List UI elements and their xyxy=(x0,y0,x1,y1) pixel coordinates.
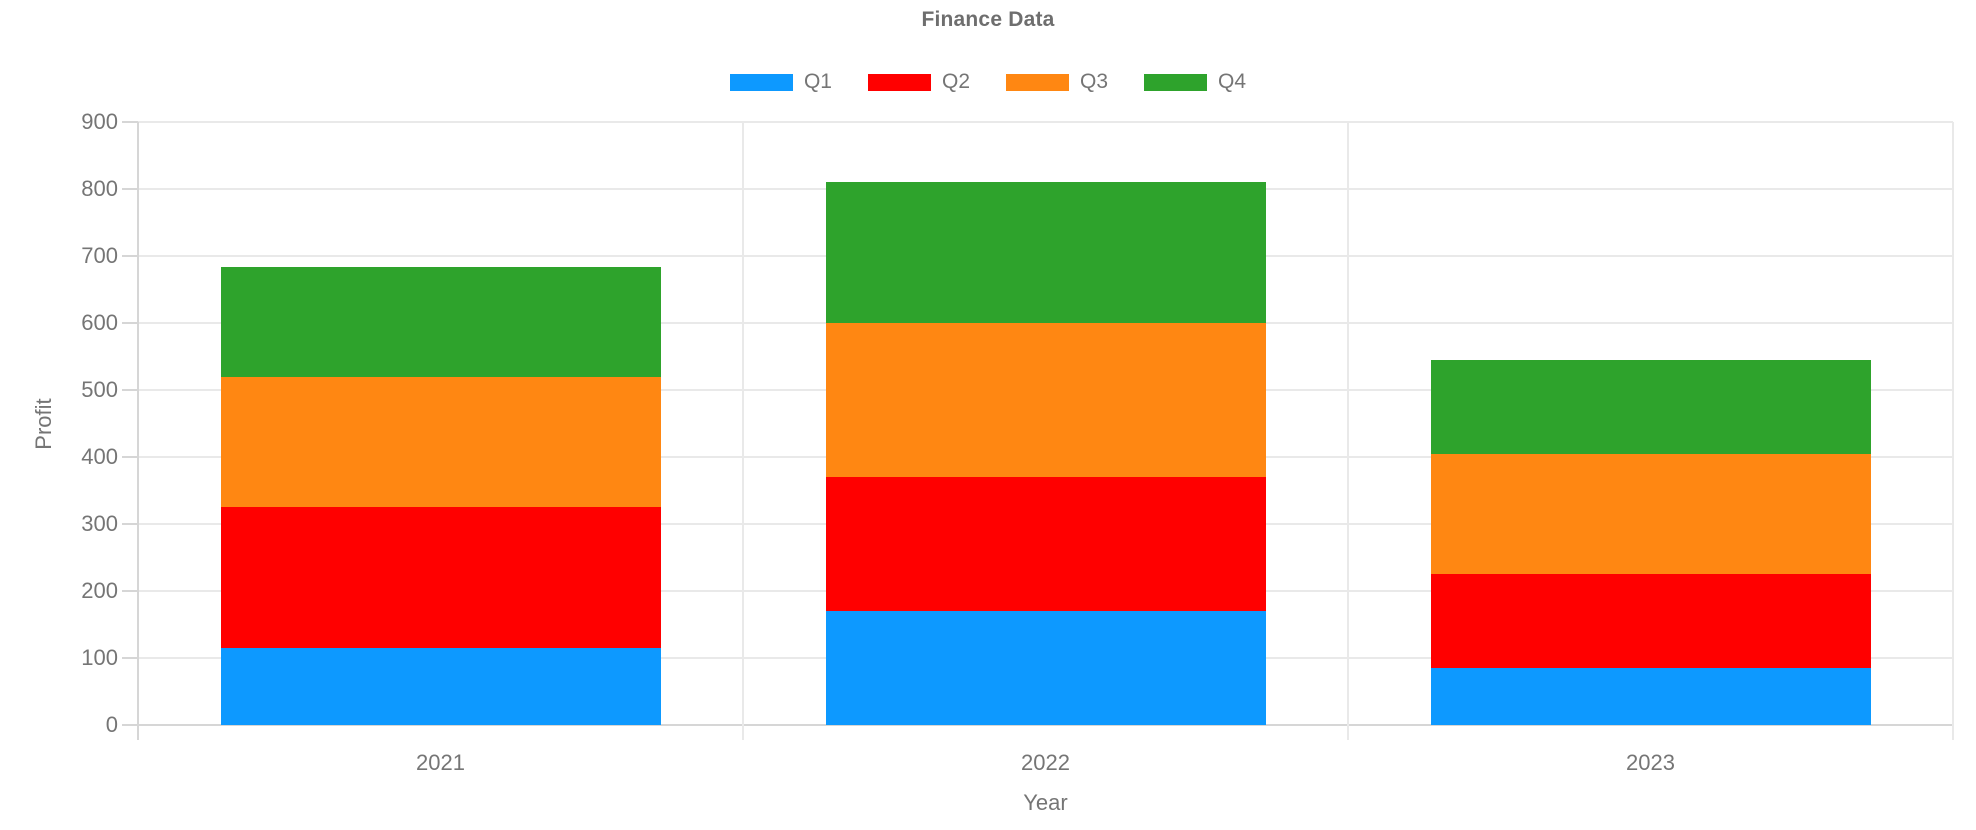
y-tick-label: 100 xyxy=(81,645,118,670)
legend-swatch-q3 xyxy=(1006,73,1069,91)
legend-item-q1[interactable]: Q1 xyxy=(729,70,832,94)
legend-swatch-q2 xyxy=(867,73,931,91)
legend-item-q4[interactable]: Q4 xyxy=(1144,70,1246,94)
legend-label: Q3 xyxy=(1080,70,1109,93)
bar-segment-2021-q4[interactable] xyxy=(220,267,661,377)
legend-item-q2[interactable]: Q2 xyxy=(867,70,970,94)
x-tick-label-2022: 2022 xyxy=(1021,750,1070,775)
y-gridline xyxy=(138,121,1953,123)
y-tick-mark xyxy=(122,389,138,391)
chart-title: Finance Data xyxy=(921,8,1055,31)
legend-label: Q4 xyxy=(1218,70,1247,93)
y-tick-mark xyxy=(122,523,138,525)
y-tick-label: 500 xyxy=(81,377,118,402)
y-tick-label: 800 xyxy=(81,176,118,201)
bar-segment-2022-q1[interactable] xyxy=(825,611,1266,725)
y-axis-line xyxy=(137,122,139,740)
y-tick-mark xyxy=(122,456,138,458)
category-separator-line xyxy=(1347,122,1349,740)
y-tick-label: 400 xyxy=(81,444,118,469)
bar-segment-2023-q4[interactable] xyxy=(1430,359,1871,454)
y-tick-mark xyxy=(122,322,138,324)
bar-segment-2022-q2[interactable] xyxy=(825,477,1266,612)
bar-segment-2021-q2[interactable] xyxy=(220,507,661,648)
y-tick-mark xyxy=(122,590,138,592)
bar-segment-2021-q3[interactable] xyxy=(220,376,661,508)
legend-item-q3[interactable]: Q3 xyxy=(1006,70,1108,94)
y-tick-mark xyxy=(122,121,138,123)
bar-segment-2023-q2[interactable] xyxy=(1430,574,1871,669)
legend-swatch-q1 xyxy=(729,73,793,91)
y-tick-mark xyxy=(122,657,138,659)
bar-segment-2023-q1[interactable] xyxy=(1430,668,1871,725)
y-tick-label: 300 xyxy=(81,511,118,536)
y-tick-label: 700 xyxy=(81,243,118,268)
y-tick-mark xyxy=(122,188,138,190)
x-tick-label-2023: 2023 xyxy=(1626,750,1675,775)
category-separator-line xyxy=(742,122,744,740)
category-separator-line xyxy=(1952,122,1954,740)
y-tick-mark xyxy=(122,255,138,257)
legend: Q1 Q2 Q3 Q4 xyxy=(0,70,1976,94)
x-axis-baseline xyxy=(138,724,1953,726)
y-tick-label: 0 xyxy=(105,712,118,737)
x-axis-title: Year xyxy=(1023,790,1068,815)
legend-swatch-q4 xyxy=(1144,73,1208,91)
bar-segment-2022-q3[interactable] xyxy=(825,323,1266,478)
y-tick-mark xyxy=(122,724,138,726)
x-tick-label-2021: 2021 xyxy=(416,750,465,775)
y-tick-label: 200 xyxy=(81,578,118,603)
legend-label: Q2 xyxy=(941,70,970,93)
y-tick-label: 900 xyxy=(81,109,118,134)
bar-segment-2023-q3[interactable] xyxy=(1430,453,1871,575)
y-tick-label: 600 xyxy=(81,310,118,335)
y-axis-title: Profit xyxy=(31,397,56,450)
legend-label: Q1 xyxy=(803,70,832,93)
bar-segment-2021-q1[interactable] xyxy=(220,647,661,725)
bar-segment-2022-q4[interactable] xyxy=(825,182,1266,323)
